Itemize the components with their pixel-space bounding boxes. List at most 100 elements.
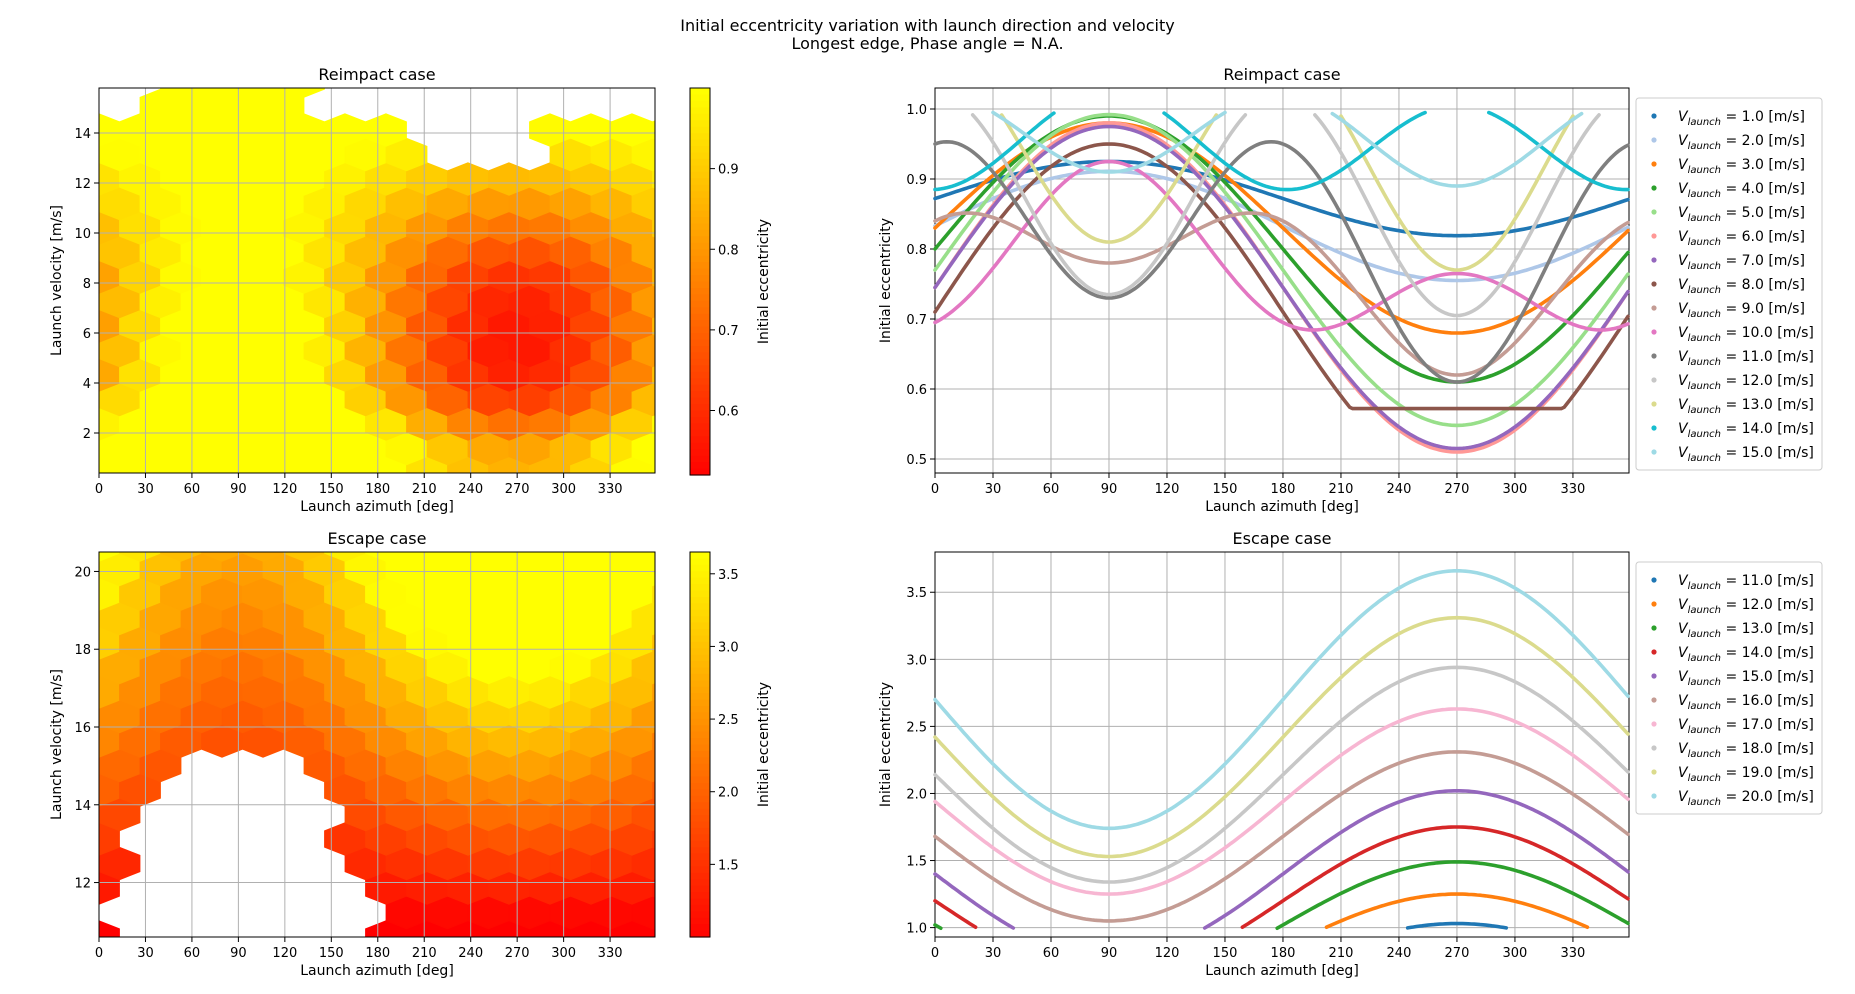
hex-cell bbox=[652, 829, 655, 849]
x-tick-label: 270 bbox=[505, 482, 530, 497]
colorbar-tick-label: 3.0 bbox=[718, 640, 739, 655]
colorbar-band bbox=[690, 313, 710, 321]
colorbar-band bbox=[690, 268, 710, 276]
x-tick-label: 300 bbox=[1503, 946, 1528, 961]
y-tick-label: 3.5 bbox=[906, 586, 927, 601]
colorbar-band bbox=[690, 333, 710, 341]
figure-title-line1: Initial eccentricity variation with laun… bbox=[680, 16, 1175, 35]
hex-cell bbox=[99, 504, 140, 537]
colorbar-band bbox=[690, 693, 710, 701]
panel-title: Reimpact case bbox=[318, 65, 435, 84]
legend-entry: Vlaunch = 13.0 [m/s] bbox=[1678, 397, 1814, 416]
hex-cell bbox=[570, 552, 612, 562]
colorbar-frame bbox=[689, 87, 711, 476]
colorbar-band bbox=[690, 763, 710, 771]
hex-cell bbox=[242, 552, 284, 562]
y-axis-label: Initial eccentricity bbox=[878, 218, 894, 343]
x-tick-label: 120 bbox=[1155, 482, 1180, 497]
legend-marker bbox=[1651, 257, 1657, 263]
colorbar-band bbox=[690, 898, 710, 906]
hex-cell bbox=[99, 552, 120, 562]
colorbar-band bbox=[690, 184, 710, 192]
legend-box bbox=[1635, 97, 1823, 471]
colorbar-band bbox=[690, 320, 710, 328]
y-axis-label: Initial eccentricity bbox=[878, 682, 894, 807]
x-tick-label: 210 bbox=[1329, 482, 1354, 497]
hex-cell bbox=[652, 682, 655, 702]
legend-marker bbox=[1651, 649, 1657, 655]
colorbar-band bbox=[690, 262, 710, 270]
hex-cell bbox=[181, 504, 222, 537]
colorbar-band bbox=[690, 113, 710, 121]
hex-cell bbox=[283, 88, 325, 98]
colorbar-band bbox=[690, 834, 710, 842]
colorbar-band bbox=[690, 152, 710, 160]
colorbar-band bbox=[690, 120, 710, 128]
x-tick-label: 240 bbox=[1387, 482, 1412, 497]
colorbar-band bbox=[690, 821, 710, 829]
hex-cell bbox=[652, 463, 655, 473]
x-tick-label: 120 bbox=[272, 946, 297, 961]
y-tick-label: 18 bbox=[74, 643, 91, 658]
colorbar-band bbox=[690, 750, 710, 758]
hex-cell bbox=[201, 552, 243, 562]
colorbar-tick-label: 2.0 bbox=[718, 786, 739, 801]
y-tick-label: 4 bbox=[83, 377, 91, 392]
colorbar-band bbox=[690, 423, 710, 431]
hex-cell bbox=[652, 927, 655, 937]
hex-cell bbox=[38, 457, 79, 490]
colorbar-band bbox=[690, 210, 710, 218]
x-axis-label: Launch azimuth [deg] bbox=[300, 499, 454, 515]
colorbar-band bbox=[690, 879, 710, 887]
x-axis-label: Launch azimuth [deg] bbox=[300, 963, 454, 979]
colorbar-band bbox=[690, 757, 710, 765]
hex-cell bbox=[263, 40, 304, 73]
colorbar-band bbox=[690, 892, 710, 900]
colorbar-band bbox=[690, 352, 710, 360]
legend-marker bbox=[1651, 625, 1657, 631]
x-tick-label: 180 bbox=[365, 482, 390, 497]
hex-cell bbox=[38, 163, 79, 196]
hex-cell bbox=[99, 609, 100, 628]
panel-title: Escape case bbox=[1233, 529, 1332, 548]
x-tick-label: 150 bbox=[1213, 482, 1238, 497]
series-line-v15_0 bbox=[991, 110, 1227, 174]
colorbar-tick-label: 1.5 bbox=[718, 858, 739, 873]
colorbar-band bbox=[690, 847, 710, 855]
series-line-v7_0 bbox=[933, 124, 1630, 451]
colorbar-band bbox=[690, 255, 710, 263]
legend-marker bbox=[1651, 769, 1657, 775]
legend-marker bbox=[1651, 401, 1657, 407]
y-axis-label: Launch velocity [m/s] bbox=[49, 669, 65, 820]
series-line-v14_0 bbox=[1240, 825, 1630, 929]
colorbar-band bbox=[690, 795, 710, 803]
series-line-v8_0 bbox=[933, 142, 1630, 411]
x-tick-label: 180 bbox=[365, 946, 390, 961]
series-line-v13_0 bbox=[999, 113, 1219, 244]
legend-entry: Vlaunch = 15.0 [m/s] bbox=[1678, 445, 1814, 464]
series-line-v14_0 bbox=[933, 899, 978, 929]
colorbar-band bbox=[690, 673, 710, 681]
hex-cell bbox=[652, 365, 655, 385]
colorbar-band bbox=[690, 770, 710, 778]
hex-cell bbox=[509, 504, 550, 537]
colorbar-frame bbox=[689, 551, 711, 938]
colorbar-band bbox=[690, 88, 710, 96]
x-tick-label: 300 bbox=[551, 946, 576, 961]
y-tick-label: 0.8 bbox=[906, 243, 927, 258]
y-tick-label: 6 bbox=[83, 327, 91, 342]
hex-cell bbox=[673, 945, 714, 978]
legend-entry: Vlaunch = 11.0 [m/s] bbox=[1678, 349, 1814, 368]
colorbar-band bbox=[690, 346, 710, 354]
colorbar-band bbox=[690, 197, 710, 205]
legend-entry: Vlaunch = 9.0 [m/s] bbox=[1678, 301, 1805, 320]
legend-entry: Vlaunch = 6.0 [m/s] bbox=[1678, 229, 1805, 248]
colorbar-band bbox=[690, 808, 710, 816]
legend-entry: Vlaunch = 8.0 [m/s] bbox=[1678, 277, 1805, 296]
colorbar-band bbox=[690, 641, 710, 649]
series-line-v12_0 bbox=[970, 113, 1248, 297]
hex-cell bbox=[160, 88, 202, 98]
colorbar-band bbox=[690, 904, 710, 912]
x-tick-label: 240 bbox=[458, 482, 483, 497]
x-tick-label: 30 bbox=[985, 946, 1002, 961]
